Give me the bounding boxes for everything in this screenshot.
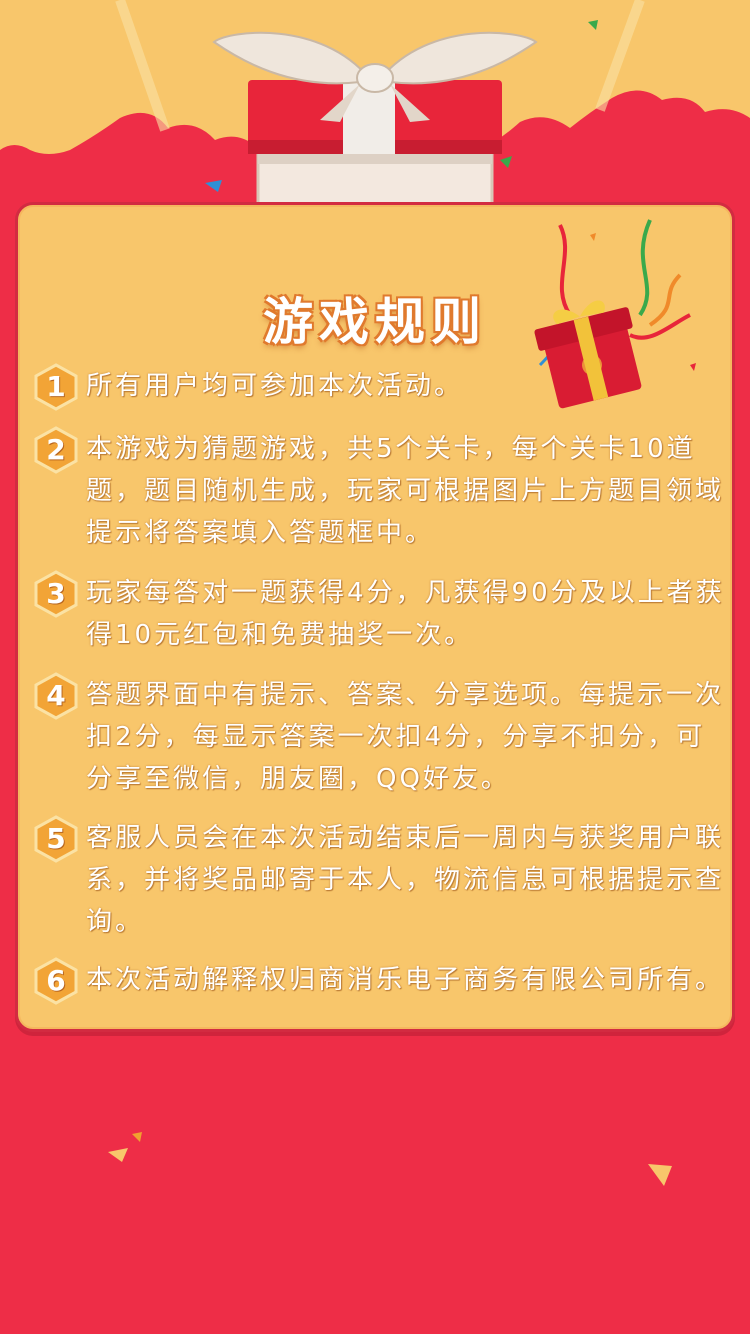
- rule-number: 6: [46, 964, 66, 997]
- page-title: 游戏规则: [263, 293, 487, 351]
- rule-number: 3: [46, 577, 66, 610]
- hexagon-badge-icon: 6: [32, 957, 80, 1005]
- hexagon-badge-icon: 4: [32, 672, 80, 720]
- rule-text: 答题界面中有提示、答案、分享选项。每提示一次扣2分，每显示答案一次扣4分，分享不…: [86, 680, 725, 794]
- rule-number: 5: [46, 822, 66, 855]
- hexagon-badge-icon: 2: [32, 426, 80, 474]
- rule-number: 4: [46, 679, 66, 712]
- rule-text: 本游戏为猜题游戏，共5个关卡，每个关卡10道题，题目随机生成，玩家可根据图片上方…: [86, 434, 725, 548]
- rule-text: 客服人员会在本次活动结束后一周内与获奖用户联系，并将奖品邮寄于本人，物流信息可根…: [86, 823, 725, 937]
- rule-text: 所有用户均可参加本次活动。: [86, 371, 464, 401]
- hexagon-badge-icon: 5: [32, 815, 80, 863]
- hexagon-badge-icon: 3: [32, 570, 80, 618]
- rule-text: 玩家每答对一题获得4分，凡获得90分及以上者获得10元红包和免费抽奖一次。: [86, 578, 725, 650]
- rule-number: 1: [46, 370, 66, 403]
- rule-number: 2: [46, 433, 66, 466]
- rule-text: 本次活动解释权归商消乐电子商务有限公司所有。: [86, 965, 725, 995]
- hexagon-badge-icon: 1: [32, 363, 80, 411]
- small-gift-icon: [534, 219, 696, 409]
